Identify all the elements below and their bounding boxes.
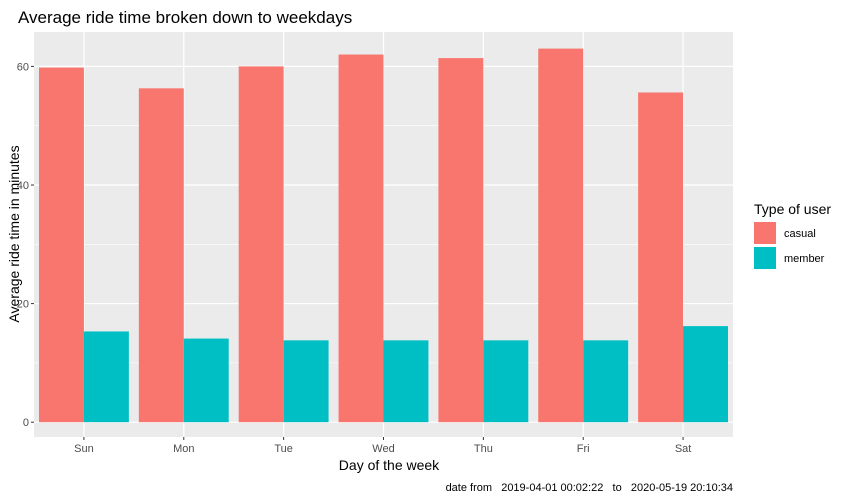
y-axis-ticks: 0 20 40 60 xyxy=(17,61,34,429)
legend-label-casual: casual xyxy=(784,228,816,240)
bar-casual-thu xyxy=(438,58,484,423)
date-range-caption: date from 2019-04-01 00:02:22 to 2020-05… xyxy=(446,482,733,494)
y-tick-label: 20 xyxy=(17,299,29,311)
bar-casual-fri xyxy=(538,48,584,423)
x-tick-label: Mon xyxy=(173,443,194,455)
bar-member-fri xyxy=(583,340,629,423)
chart-title: Average ride time broken down to weekday… xyxy=(18,8,352,27)
bar-member-mon xyxy=(183,338,229,423)
bars xyxy=(38,48,729,423)
x-tick-label: Sun xyxy=(74,443,94,455)
y-tick-label: 0 xyxy=(23,417,29,429)
legend-label-member: member xyxy=(784,253,825,265)
bar-casual-wed xyxy=(338,54,384,423)
bar-casual-tue xyxy=(238,66,284,423)
legend-title: Type of user xyxy=(754,201,831,217)
x-tick-label: Thu xyxy=(474,443,493,455)
bar-casual-mon xyxy=(138,88,184,423)
bar-casual-sun xyxy=(38,67,84,423)
bar-member-sat xyxy=(683,326,729,423)
bar-casual-sat xyxy=(638,92,684,423)
bar-member-tue xyxy=(283,340,329,423)
x-tick-label: Tue xyxy=(274,443,293,455)
x-axis-title: Day of the week xyxy=(339,457,440,473)
y-tick-label: 60 xyxy=(17,61,29,73)
bar-member-wed xyxy=(383,340,429,423)
y-axis-title: Average ride time in minutes xyxy=(6,145,22,322)
x-axis-ticks: Sun Mon Tue Wed Thu Fri Sat xyxy=(74,437,691,455)
x-tick-label: Wed xyxy=(372,443,394,455)
y-tick-label: 40 xyxy=(17,180,29,192)
x-tick-label: Fri xyxy=(577,443,590,455)
x-tick-label: Sat xyxy=(675,443,692,455)
legend-swatch-member xyxy=(754,247,776,269)
legend-swatch-casual xyxy=(754,222,776,244)
bar-member-sun xyxy=(83,331,129,423)
legend: Type of user casual member xyxy=(754,201,831,269)
bar-member-thu xyxy=(483,340,529,423)
